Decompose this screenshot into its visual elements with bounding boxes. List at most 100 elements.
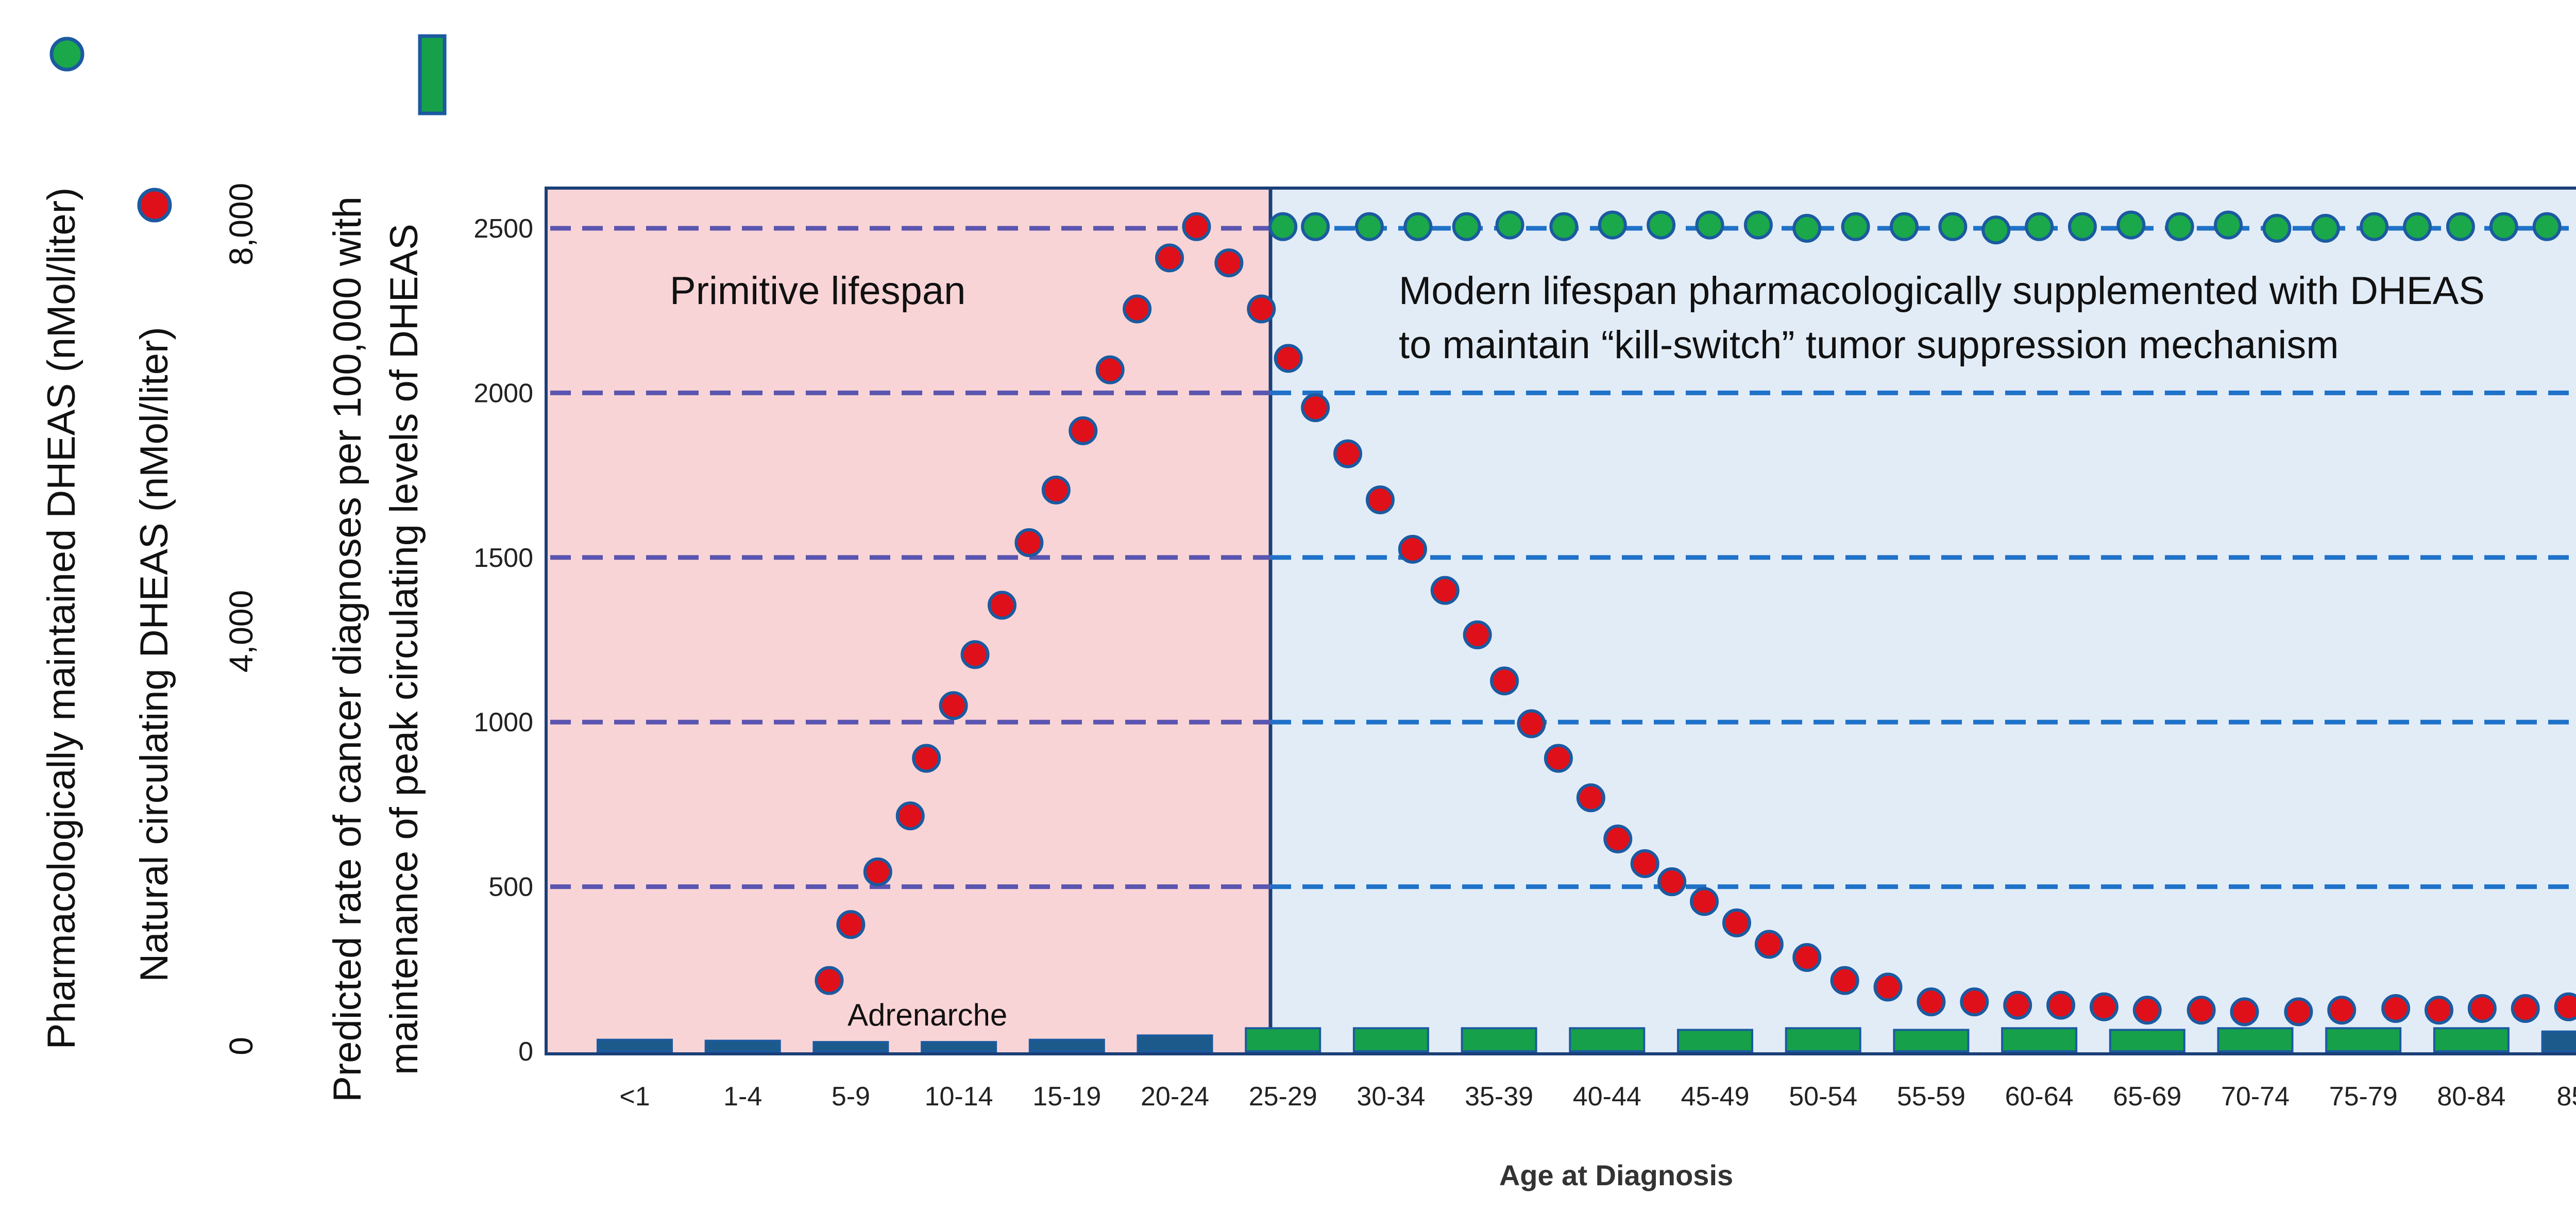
- red-point-17: [1274, 344, 1303, 373]
- green-point-16: [2025, 212, 2054, 241]
- bar-55-59: [1893, 1029, 1970, 1053]
- green-point-3: [1403, 212, 1433, 241]
- y-tick-2500: 2500: [473, 214, 533, 244]
- green-point-25: [2446, 212, 2475, 241]
- x-tick-55-59: 55-59: [1897, 1082, 1965, 1112]
- green-point-7: [1598, 210, 1627, 240]
- bar-85+: [2541, 1030, 2576, 1052]
- red-point-13: [1155, 243, 1184, 273]
- secondary-tick-4000: 4,000: [223, 590, 260, 673]
- red-point-32: [1722, 908, 1751, 937]
- y-axis-label-line-1: Predicted rate of cancer diagnoses per 1…: [326, 196, 369, 1102]
- green-bar-legend-icon: [418, 34, 447, 115]
- region-primitive-lifespan: [546, 188, 1270, 1054]
- bar-60-64: [2001, 1027, 2078, 1053]
- x-tick-25-29: 25-29: [1249, 1082, 1317, 1112]
- green-point-8: [1647, 210, 1676, 240]
- red-point-20: [1365, 485, 1395, 515]
- green-point-18: [2116, 210, 2146, 240]
- red-point-39: [2003, 990, 2032, 1020]
- red-point-0: [815, 966, 844, 995]
- y-tick-500: 500: [488, 872, 533, 902]
- plot-frame: [545, 187, 2576, 1055]
- x-tick-70-74: 70-74: [2221, 1082, 2290, 1112]
- baseline-bars: [597, 1027, 2576, 1053]
- green-point-12: [1841, 212, 1870, 241]
- green-point-4: [1452, 212, 1481, 241]
- bar-65-69: [2109, 1029, 2185, 1053]
- x-tick-10-14: 10-14: [925, 1082, 993, 1112]
- green-series: [1268, 210, 2562, 245]
- bar-30-34: [1352, 1027, 1429, 1053]
- red-point-2: [863, 857, 892, 886]
- red-point-4: [912, 744, 941, 773]
- green-point-10: [1743, 210, 1773, 240]
- y-tick-1000: 1000: [473, 708, 533, 737]
- green-circle-legend-icon: [49, 37, 84, 72]
- red-point-36: [1873, 972, 1903, 1002]
- bar-25-29: [1245, 1027, 1321, 1053]
- green-point-26: [2489, 212, 2518, 241]
- green-point-11: [1792, 214, 1822, 243]
- y-ticks: 0 500 1000 1500 2000 2500: [473, 214, 533, 1067]
- red-point-46: [2327, 996, 2357, 1025]
- gridlines: [550, 226, 2576, 889]
- annotation-modern-line-2: to maintain “kill-switch” tumor suppress…: [1399, 323, 2339, 367]
- red-point-7: [987, 591, 1016, 620]
- x-tick-<1: <1: [619, 1082, 650, 1112]
- red-point-10: [1069, 416, 1098, 445]
- green-point-9: [1695, 210, 1724, 240]
- red-point-28: [1603, 824, 1633, 853]
- red-point-37: [1917, 987, 1946, 1017]
- bar-75-79: [2325, 1027, 2402, 1053]
- red-point-1: [836, 910, 866, 939]
- x-tick-75-79: 75-79: [2329, 1082, 2398, 1112]
- bar-15-19: [1028, 1038, 1105, 1052]
- x-tick-1-4: 1-4: [723, 1082, 762, 1112]
- red-point-40: [2046, 990, 2076, 1020]
- green-point-14: [1938, 212, 1968, 241]
- red-series: [815, 212, 2576, 1027]
- red-point-31: [1690, 887, 1719, 916]
- red-point-15: [1214, 248, 1244, 278]
- annotation-modern-line-1: Modern lifespan pharmacologically supple…: [1399, 269, 2485, 313]
- red-point-5: [939, 691, 968, 720]
- green-point-17: [2067, 212, 2097, 241]
- red-point-24: [1490, 666, 1519, 696]
- red-point-51: [2554, 992, 2576, 1021]
- red-point-14: [1182, 212, 1211, 241]
- bar-40-44: [1569, 1027, 1646, 1053]
- x-axis-label: Age at Diagnosis: [1499, 1159, 1733, 1191]
- bar-80-84: [2433, 1027, 2510, 1053]
- green-point-22: [2311, 214, 2340, 243]
- green-point-1: [1301, 212, 1330, 241]
- x-tick-60-64: 60-64: [2005, 1082, 2074, 1112]
- red-point-29: [1630, 849, 1659, 878]
- red-point-49: [2467, 994, 2497, 1023]
- red-point-48: [2424, 996, 2453, 1025]
- red-point-42: [2132, 996, 2162, 1025]
- red-point-45: [2284, 997, 2313, 1027]
- green-point-20: [2214, 210, 2243, 240]
- x-tick-15-19: 15-19: [1032, 1082, 1101, 1112]
- y-axis-label-line-2: maintenance of peak circulating levels o…: [382, 224, 426, 1075]
- red-point-38: [1960, 987, 1989, 1017]
- secondary-tick-8000: 8,000: [223, 183, 260, 265]
- x-tick-40-44: 40-44: [1573, 1082, 1641, 1112]
- red-point-9: [1041, 475, 1071, 505]
- green-point-27: [2532, 212, 2562, 241]
- red-point-44: [2230, 997, 2259, 1027]
- green-point-23: [2360, 212, 2389, 241]
- y-tick-0: 0: [518, 1037, 533, 1067]
- x-tick-30-34: 30-34: [1357, 1082, 1425, 1112]
- red-point-43: [2187, 996, 2216, 1025]
- red-point-41: [2089, 992, 2119, 1021]
- annotation-adrenarche: Adrenarche: [848, 998, 1007, 1032]
- red-point-11: [1095, 355, 1125, 384]
- bar-1-4: [704, 1039, 781, 1052]
- x-tick-50-54: 50-54: [1789, 1082, 1857, 1112]
- green-point-5: [1495, 210, 1524, 240]
- red-point-6: [960, 640, 990, 669]
